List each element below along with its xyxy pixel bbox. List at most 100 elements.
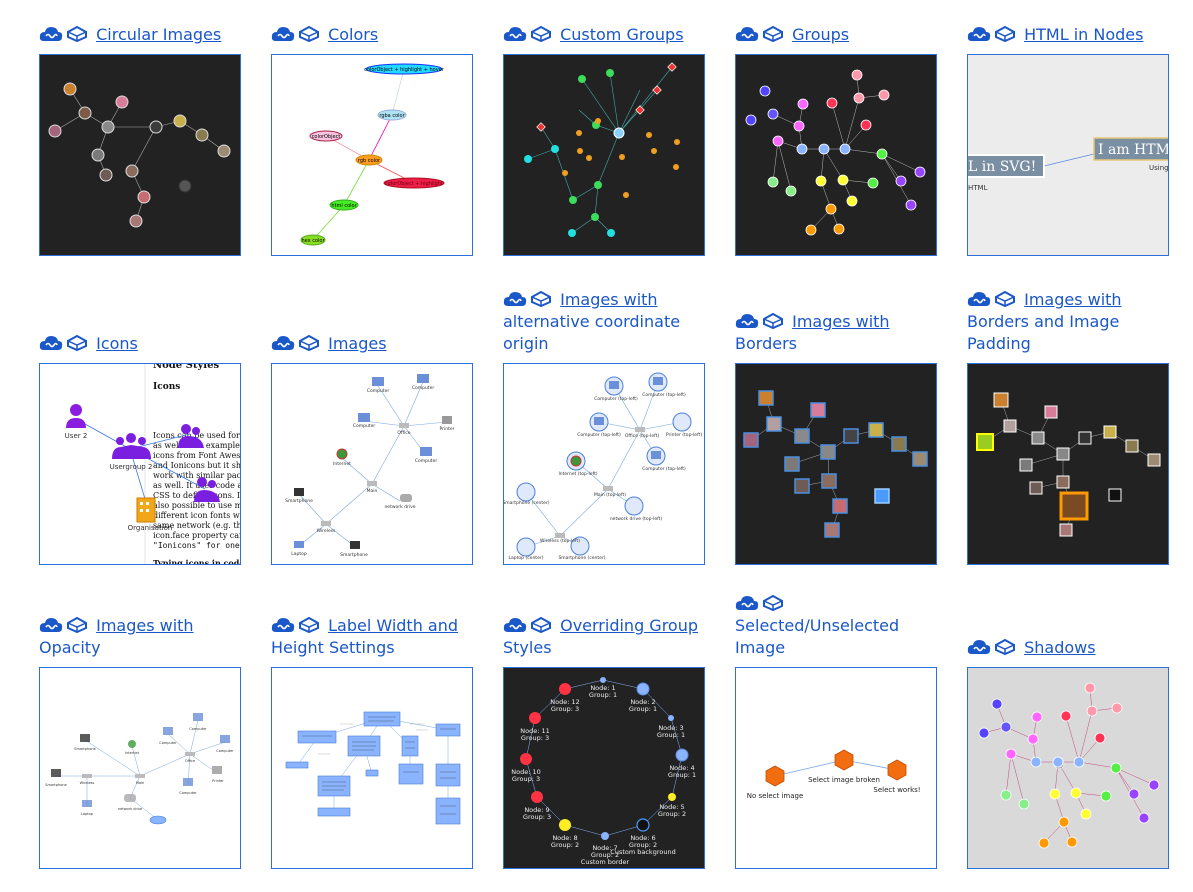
- example-thumbnail[interactable]: [967, 363, 1169, 565]
- example-link[interactable]: Overriding Group: [560, 616, 699, 635]
- example-link-line[interactable]: Borders and Image: [967, 312, 1120, 331]
- codepen-cloud-icon[interactable]: [39, 617, 63, 633]
- node-label: Wireless: [80, 781, 95, 785]
- node-label: Smartphone: [285, 498, 313, 504]
- example-link[interactable]: Label Width and: [328, 616, 459, 635]
- example-thumbnail[interactable]: [503, 54, 705, 256]
- example-link[interactable]: Circular Images: [96, 25, 222, 44]
- example-link-line[interactable]: Styles: [503, 638, 552, 657]
- example-title[interactable]: Label Width and: [271, 615, 475, 637]
- example-title[interactable]: [735, 593, 939, 615]
- example-thumbnail[interactable]: No select image Select image broken Sele…: [735, 667, 937, 869]
- codepen-cube-icon[interactable]: [65, 25, 89, 43]
- example-link[interactable]: Icons: [96, 334, 138, 353]
- codepen-cube-icon[interactable]: [529, 25, 553, 43]
- example-link-line[interactable]: Image: [735, 638, 786, 657]
- codepen-cloud-icon[interactable]: [39, 335, 63, 351]
- example-link-line[interactable]: Opacity: [39, 638, 101, 657]
- example-title[interactable]: Images with: [503, 289, 707, 311]
- example-link-line[interactable]: Borders: [735, 334, 797, 353]
- example-title[interactable]: Circular Images: [39, 24, 243, 46]
- example-link[interactable]: Shadows: [1024, 638, 1096, 657]
- example-link-line[interactable]: Height Settings: [271, 638, 395, 657]
- codepen-cloud-icon[interactable]: [967, 26, 991, 42]
- codepen-cloud-icon[interactable]: [735, 26, 759, 42]
- example-link[interactable]: Custom Groups: [560, 25, 684, 44]
- example-thumbnail[interactable]: [735, 54, 937, 256]
- codepen-cube-icon[interactable]: [761, 594, 785, 612]
- node-label: Smartphone: [74, 747, 96, 751]
- codepen-cube-icon[interactable]: [297, 334, 321, 352]
- codepen-cloud-icon[interactable]: [967, 639, 991, 655]
- node-label: html color: [331, 203, 357, 209]
- example-thumbnail[interactable]: [271, 667, 473, 869]
- example-thumbnail[interactable]: Node Styles Icons Icons can be used for …: [39, 363, 241, 565]
- example-thumbnail[interactable]: colorObject + highlight + hover rgba col…: [271, 54, 473, 256]
- node-label: Group: 2: [658, 810, 686, 818]
- example-title[interactable]: Images with: [39, 615, 243, 637]
- codepen-cube-icon[interactable]: [65, 616, 89, 634]
- example-link[interactable]: Images with: [560, 290, 658, 309]
- codepen-cloud-icon[interactable]: [271, 26, 295, 42]
- codepen-cube-icon[interactable]: [65, 334, 89, 352]
- example-title[interactable]: Images with: [967, 289, 1171, 311]
- example-link[interactable]: Images with: [792, 312, 890, 331]
- codepen-cube-icon[interactable]: [993, 25, 1017, 43]
- codepen-cloud-icon[interactable]: [967, 291, 991, 307]
- codepen-cloud-icon[interactable]: [503, 291, 527, 307]
- example-title[interactable]: Icons: [39, 333, 243, 355]
- example-link[interactable]: Groups: [792, 25, 850, 44]
- example-link-line[interactable]: alternative coordinate: [503, 312, 681, 331]
- codepen-cloud-icon[interactable]: [503, 617, 527, 633]
- example-title[interactable]: Images: [271, 333, 475, 355]
- codepen-cloud-icon[interactable]: [39, 26, 63, 42]
- example-link-line[interactable]: Selected/Unselected: [735, 616, 900, 635]
- example-thumbnail[interactable]: [967, 667, 1169, 869]
- codepen-cloud-icon[interactable]: [503, 26, 527, 42]
- node-label: Group: 2: [551, 841, 579, 849]
- example-title[interactable]: Images with: [735, 311, 939, 333]
- node-label: Node: 2: [630, 698, 655, 706]
- codepen-cube-icon[interactable]: [761, 25, 785, 43]
- example-title[interactable]: Colors: [271, 24, 475, 46]
- codepen-cube-icon[interactable]: [297, 616, 321, 634]
- codepen-cloud-icon[interactable]: [735, 595, 759, 611]
- example-link[interactable]: Images: [328, 334, 387, 353]
- example-link-line[interactable]: origin: [503, 334, 549, 353]
- node-caption: HTML: [968, 184, 988, 192]
- node-label: Smartphone: [45, 783, 67, 787]
- example-thumbnail[interactable]: Node: 1 Group: 1 Node: 2 Group: 1 Node: …: [503, 667, 705, 869]
- codepen-cube-icon[interactable]: [761, 312, 785, 330]
- example-thumbnail[interactable]: [735, 363, 937, 565]
- codepen-cube-icon[interactable]: [297, 25, 321, 43]
- example-link[interactable]: Images with: [1024, 290, 1122, 309]
- codepen-cube-icon[interactable]: [529, 290, 553, 308]
- codepen-cube-icon[interactable]: [529, 616, 553, 634]
- example-thumbnail[interactable]: I am HTML L in SVG! HTML Using: [967, 54, 1169, 256]
- codepen-cloud-icon[interactable]: [735, 313, 759, 329]
- example-title[interactable]: Custom Groups: [503, 24, 707, 46]
- node-label: Computer: [159, 741, 177, 745]
- example-link[interactable]: Images with: [96, 616, 194, 635]
- example-thumbnail[interactable]: Computer Computer Computer Office Printe…: [39, 667, 241, 869]
- node-label: Wireless: [317, 528, 336, 534]
- example-thumbnail[interactable]: [39, 54, 241, 256]
- example-thumbnail[interactable]: Computer (top-left) Computer (top-left) …: [503, 363, 705, 565]
- codepen-cube-icon[interactable]: [993, 638, 1017, 656]
- codepen-cube-icon[interactable]: [993, 290, 1017, 308]
- node-label: Organisation: [128, 524, 173, 532]
- example-title[interactable]: Overriding Group: [503, 615, 707, 637]
- codepen-cloud-icon[interactable]: [271, 617, 295, 633]
- example-link[interactable]: Colors: [328, 25, 379, 44]
- user-icon: [66, 404, 86, 428]
- example-link[interactable]: HTML in Nodes: [1024, 25, 1144, 44]
- node-label: User 2: [65, 432, 88, 440]
- example-title[interactable]: Shadows: [967, 637, 1171, 659]
- node-label: Main: [136, 781, 144, 785]
- doc-text-line: and Ionicons but it should: [153, 461, 240, 470]
- codepen-cloud-icon[interactable]: [271, 335, 295, 351]
- example-thumbnail[interactable]: Computer Computer Computer Office Printe…: [271, 363, 473, 565]
- example-title[interactable]: Groups: [735, 24, 939, 46]
- example-link-line[interactable]: Padding: [967, 334, 1031, 353]
- example-title[interactable]: HTML in Nodes: [967, 24, 1171, 46]
